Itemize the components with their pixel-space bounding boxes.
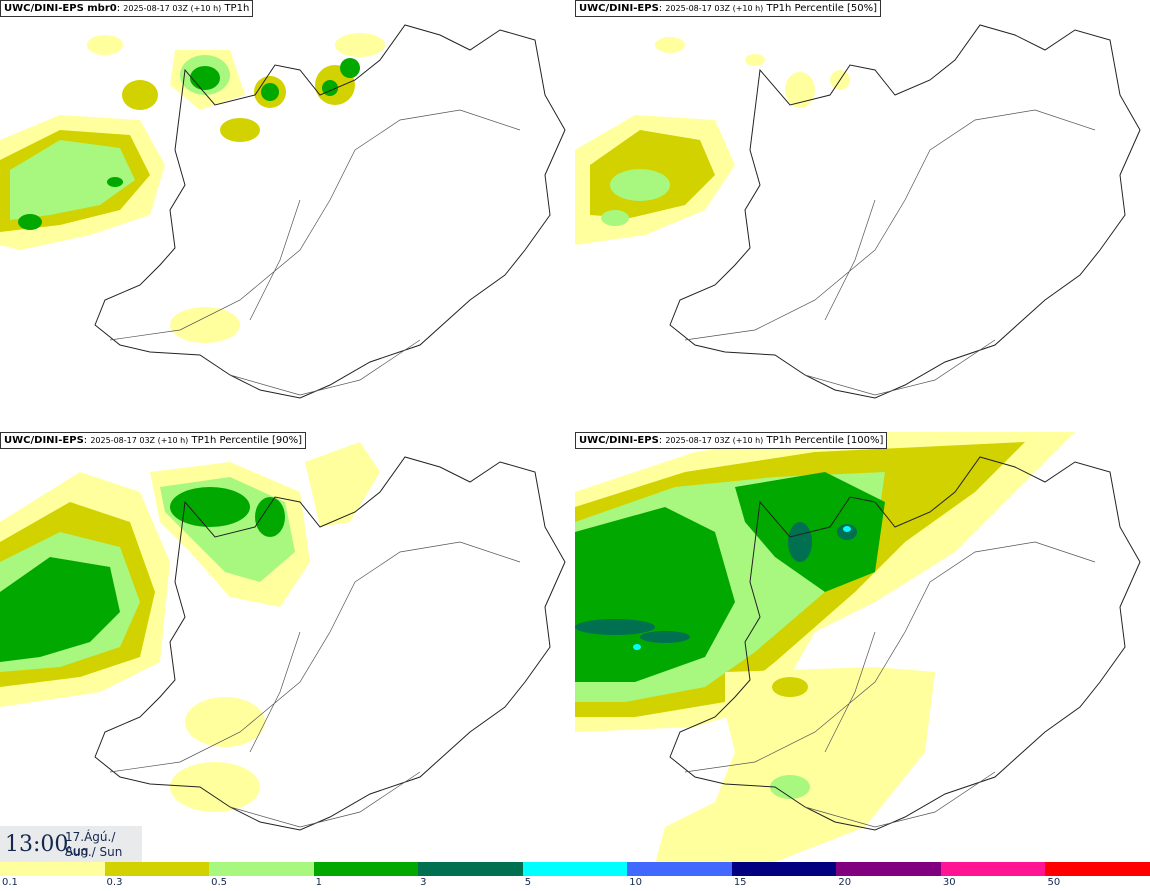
- run-time: 2025-08-17 03Z (+10 h): [665, 436, 764, 445]
- precip-map: [575, 432, 1141, 864]
- precip-field: [575, 37, 850, 245]
- model-name: UWC/DINI-EPS: [579, 435, 659, 446]
- precip-map: [0, 24, 566, 399]
- coastline: [94, 456, 566, 831]
- precip-field: [0, 442, 380, 812]
- product-name: TP1h Percentile [90%]: [191, 435, 303, 446]
- legend-swatch: [1045, 862, 1150, 876]
- panel-title: UWC/DINI-EPS: 2025-08-17 03Z (+10 h) TP1…: [575, 0, 882, 17]
- legend-swatch: [627, 862, 732, 876]
- roads: [109, 109, 521, 396]
- roads: [684, 109, 1096, 396]
- model-name: UWC/DINI-EPS: [4, 435, 84, 446]
- legend-swatch: [836, 862, 941, 876]
- panel-title: UWC/DINI-EPS mbr0: 2025-08-17 03Z (+10 h…: [0, 0, 254, 17]
- legend-tick-label: 5: [524, 877, 532, 888]
- legend-swatch: [0, 862, 105, 876]
- valid-time: 13:00: [5, 832, 69, 857]
- coastline: [94, 24, 566, 399]
- legend-swatch: [522, 862, 628, 876]
- legend-tick-label: 0.3: [106, 877, 123, 888]
- legend-swatch: [104, 862, 210, 876]
- precip-map: [575, 24, 1141, 399]
- legend-tick-label: 0.1: [2, 877, 18, 888]
- product-name: TP1h Percentile [50%]: [766, 3, 878, 14]
- run-time: 2025-08-17 03Z (+10 h): [123, 4, 222, 13]
- model-name: UWC/DINI-EPS mbr0: [4, 3, 117, 14]
- legend-tick-label: 0.5: [211, 877, 227, 888]
- roads: [109, 541, 521, 828]
- panel-title: UWC/DINI-EPS: 2025-08-17 03Z (+10 h) TP1…: [575, 432, 888, 449]
- roads: [684, 541, 1096, 828]
- legend-tick-label: 20: [838, 877, 852, 888]
- color-legend: [0, 862, 1150, 876]
- legend-ticks: 0.1 0.3 0.5 1 3 5 10 15 20 30 50: [0, 876, 1150, 891]
- legend-tick-label: 1: [315, 877, 322, 888]
- product-name: TP1h Percentile [100%]: [766, 435, 884, 446]
- legend-tick-label: 50: [1047, 877, 1061, 888]
- legend-tick-label: 3: [420, 877, 427, 888]
- legend-tick-label: 10: [629, 877, 642, 888]
- legend-swatch: [940, 862, 1046, 876]
- model-name: UWC/DINI-EPS: [579, 3, 659, 14]
- run-time: 2025-08-17 03Z (+10 h): [90, 436, 189, 445]
- coastline: [669, 24, 1141, 399]
- run-time: 2025-08-17 03Z (+10 h): [665, 4, 764, 13]
- valid-day: Sun./ Sun: [65, 845, 123, 859]
- legend-swatch: [418, 862, 523, 876]
- legend-tick-label: 30: [942, 877, 956, 888]
- legend-swatch: [731, 862, 837, 876]
- precip-field: [575, 432, 1075, 864]
- map-panel-p50: UWC/DINI-EPS: 2025-08-17 03Z (+10 h) TP1…: [575, 0, 1150, 432]
- map-panel-p100: UWC/DINI-EPS: 2025-08-17 03Z (+10 h) TP1…: [575, 432, 1150, 864]
- precip-map: [0, 442, 566, 831]
- valid-time-box: 13:00 17.Ágú./ Aug Sun./ Sun: [0, 826, 142, 862]
- coastline: [669, 456, 1141, 831]
- map-panel-mbr0: UWC/DINI-EPS mbr0: 2025-08-17 03Z (+10 h…: [0, 0, 575, 432]
- legend-swatch: [313, 862, 419, 876]
- panel-title: UWC/DINI-EPS: 2025-08-17 03Z (+10 h) TP1…: [0, 432, 307, 449]
- legend-tick-label: 15: [733, 877, 747, 888]
- product-name: TP1h: [224, 3, 250, 14]
- map-panel-p90: UWC/DINI-EPS: 2025-08-17 03Z (+10 h) TP1…: [0, 432, 575, 864]
- legend-swatch: [209, 862, 314, 876]
- valid-date: 17.Ágú./ Aug: [65, 830, 116, 858]
